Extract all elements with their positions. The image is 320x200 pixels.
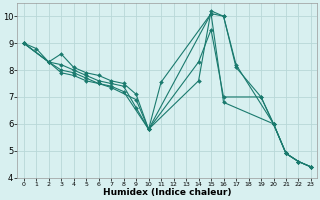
X-axis label: Humidex (Indice chaleur): Humidex (Indice chaleur) bbox=[103, 188, 232, 197]
